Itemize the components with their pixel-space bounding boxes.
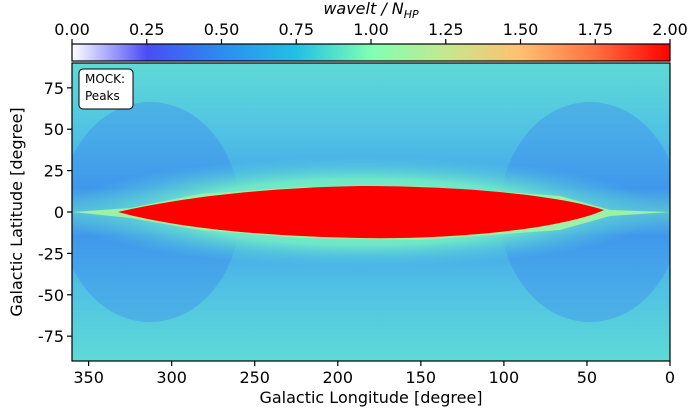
x-tick-label: 250 bbox=[239, 368, 270, 387]
y-axis-label: Galactic Latitude [degree] bbox=[7, 107, 26, 316]
colorbar bbox=[71, 43, 671, 62]
x-tick-label: 50 bbox=[577, 368, 597, 387]
y-tick-label: 0 bbox=[54, 203, 64, 222]
annotation-box bbox=[78, 68, 134, 110]
colorbar-tick-label: 1.75 bbox=[577, 20, 613, 39]
x-tick-label: 350 bbox=[73, 368, 104, 387]
y-tick-label: -25 bbox=[38, 244, 64, 263]
x-tick-label: 0 bbox=[665, 368, 675, 387]
colorbar-tick-label: 1.25 bbox=[428, 20, 464, 39]
heatmap bbox=[72, 63, 670, 361]
colorbar-tick-label: 0.75 bbox=[278, 20, 314, 39]
colorbar-label-sub: HP bbox=[404, 8, 419, 21]
colorbar-tick-label: 0.50 bbox=[204, 20, 240, 39]
colorbar-tick-label: 2.00 bbox=[652, 20, 688, 39]
x-tick-label: 150 bbox=[406, 368, 437, 387]
colorbar-tick-label: 1.00 bbox=[353, 20, 389, 39]
colorbar-tick-label: 0.25 bbox=[129, 20, 165, 39]
x-axis-label: Galactic Longitude [degree] bbox=[259, 388, 482, 407]
colorbar-label-main: wavelt / N bbox=[323, 0, 403, 18]
colorbar-tick-label: 1.50 bbox=[503, 20, 539, 39]
x-tick-label: 200 bbox=[323, 368, 354, 387]
annotation: MOCK: bbox=[85, 72, 125, 86]
y-tick-label: -50 bbox=[38, 286, 64, 305]
y-tick-label: 25 bbox=[44, 162, 64, 181]
y-tick-label: 75 bbox=[44, 79, 64, 98]
x-tick-label: 100 bbox=[489, 368, 520, 387]
annotation: Peaks bbox=[85, 89, 120, 103]
y-tick-label: -75 bbox=[38, 327, 64, 346]
colorbar-label: wavelt / NHP bbox=[323, 0, 419, 21]
y-tick-label: 50 bbox=[44, 120, 64, 139]
colorbar-tick-label: 0.00 bbox=[54, 20, 90, 39]
x-tick-label: 300 bbox=[156, 368, 187, 387]
